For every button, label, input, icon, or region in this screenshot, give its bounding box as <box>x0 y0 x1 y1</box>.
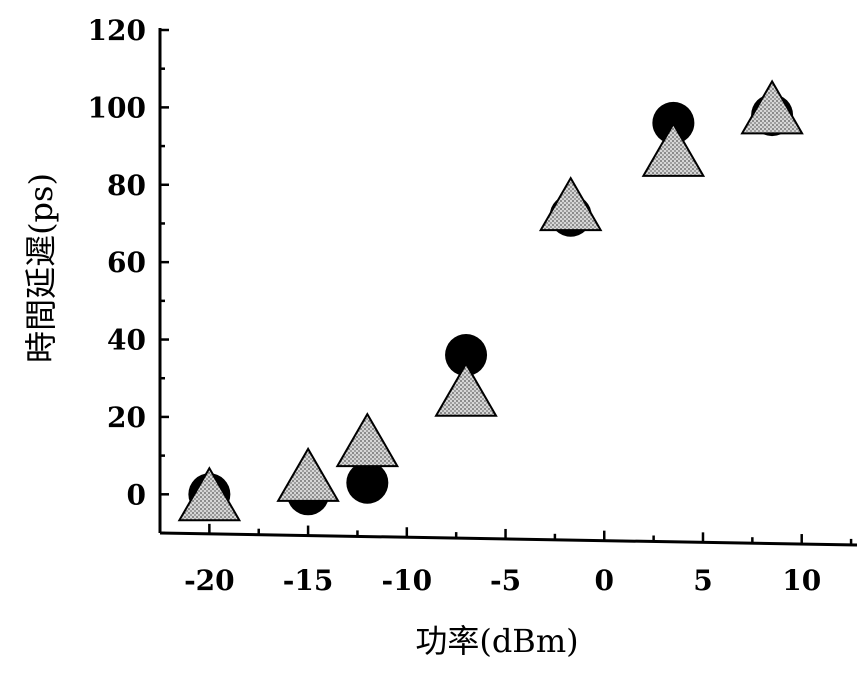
circle-marker <box>346 461 389 504</box>
x-tick-label: -20 <box>184 564 235 597</box>
x-tick-label: -10 <box>382 564 433 597</box>
y-axis-title: 時間延遲(ps) <box>22 173 60 363</box>
x-tick-label: 10 <box>782 564 821 597</box>
tick-labels: 0 20 40 60 80 100 120 -20 -15 -10 -5 0 5 10 <box>88 14 822 597</box>
triangle-marker <box>641 121 706 177</box>
data-points <box>177 79 804 522</box>
y-tick-label: 40 <box>107 324 146 357</box>
triangle-marker <box>276 446 340 502</box>
circle-marker <box>445 334 488 377</box>
triangle-marker <box>177 466 242 522</box>
triangle-marker <box>538 176 603 232</box>
y-tick-label: 120 <box>88 14 146 47</box>
y-tick-label: 80 <box>107 169 146 202</box>
x-axis-title: 功率(dBm) <box>415 622 578 660</box>
y-tick-label: 60 <box>107 246 146 279</box>
triangle-marker <box>434 361 498 417</box>
x-tick-label: -15 <box>283 564 334 597</box>
x-axis-line <box>159 531 857 547</box>
x-tick-label: 5 <box>693 564 712 597</box>
triangle-marker <box>335 412 400 468</box>
y-tick-label: 0 <box>127 478 146 511</box>
triangle-marker <box>740 79 804 135</box>
axes <box>158 28 857 547</box>
y-tick-label: 20 <box>107 401 146 434</box>
y-tick-label: 100 <box>88 91 146 124</box>
x-tick-label: -5 <box>490 564 521 597</box>
x-tick-label: 0 <box>595 564 614 597</box>
